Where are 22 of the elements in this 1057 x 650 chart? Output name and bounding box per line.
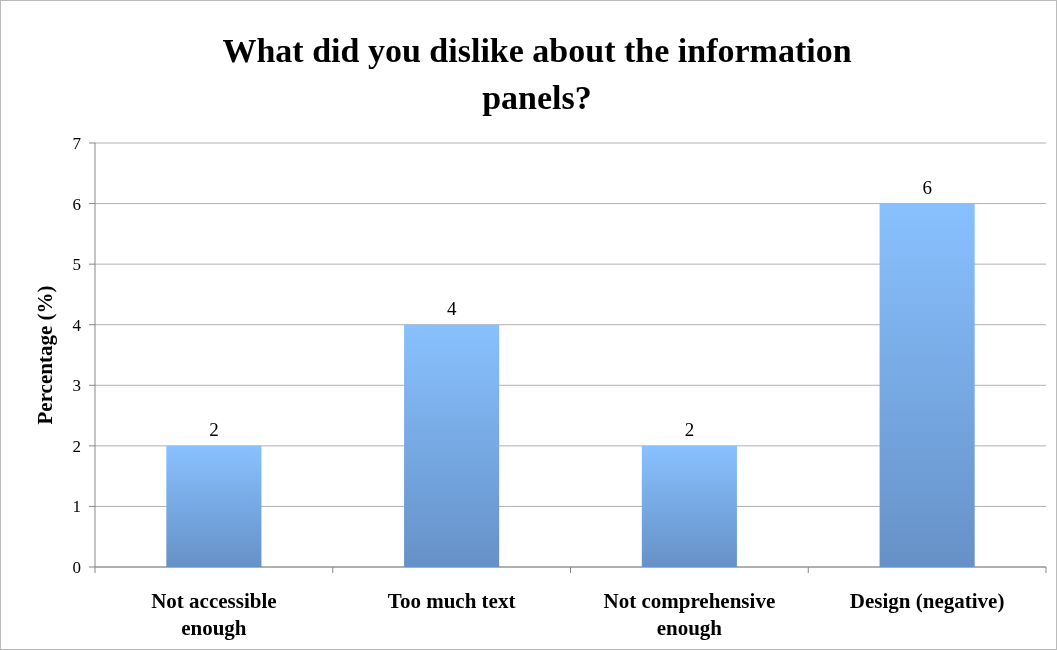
data-label: 4 <box>446 297 457 319</box>
bar <box>641 445 737 567</box>
y-tick-label: 5 <box>72 255 81 275</box>
chart-title: What did you dislike about the information panels? <box>222 32 852 116</box>
y-axis-title: Percentage (%) <box>33 285 57 425</box>
x-tick-label: Not comprehensive enough <box>603 589 776 640</box>
bar <box>404 324 500 567</box>
y-tick-label: 7 <box>72 133 82 153</box>
x-tick-label: Too much text <box>387 589 516 613</box>
x-tick-label: Design (negative) <box>849 589 1005 613</box>
y-tick-label: 4 <box>72 315 82 335</box>
x-tick-label: Not accessible enough <box>151 589 277 640</box>
data-label: 6 <box>922 176 932 198</box>
y-tick-label: 6 <box>72 194 81 214</box>
y-tick-label: 3 <box>72 376 81 396</box>
y-tick-label: 2 <box>72 436 81 456</box>
bar <box>879 203 975 567</box>
y-tick-label: 1 <box>72 497 81 517</box>
bar <box>166 445 262 567</box>
data-label: 2 <box>209 418 219 440</box>
data-label: 2 <box>684 418 695 440</box>
y-tick-label: 0 <box>72 557 81 577</box>
